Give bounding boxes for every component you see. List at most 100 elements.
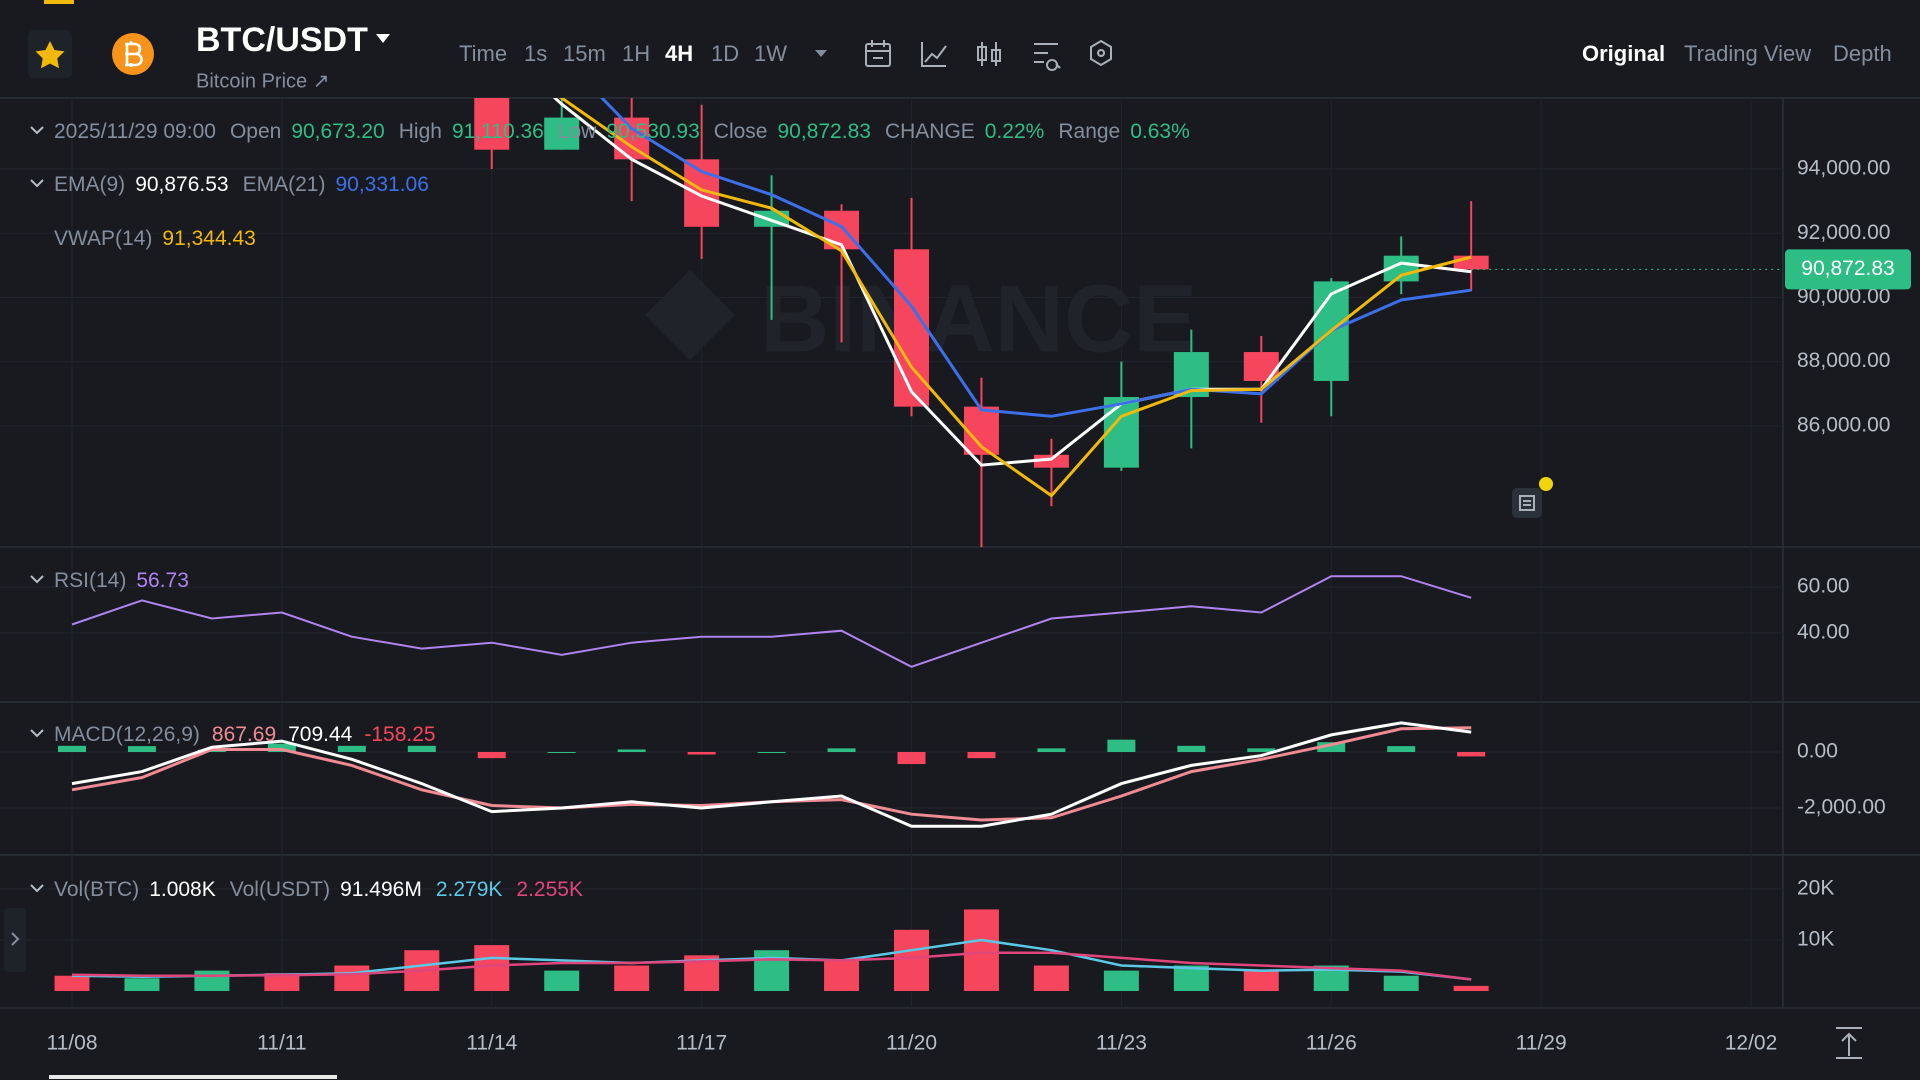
last-price-tag xyxy=(1785,249,1911,290)
y-tick-label: 92,000.00 xyxy=(1797,221,1890,244)
y-tick-label: 88,000.00 xyxy=(1797,349,1890,372)
interval[interactable]: 1H xyxy=(622,41,650,66)
volume-bar xyxy=(894,929,929,992)
collapse-chevron xyxy=(30,126,44,135)
view-tab[interactable]: Trading View xyxy=(1684,41,1811,66)
watermark: BINANCE xyxy=(760,265,1197,372)
y-tick-label: -2,000.00 xyxy=(1797,796,1886,819)
candle-body xyxy=(1243,352,1279,381)
y-tick-label: 40.00 xyxy=(1797,621,1850,644)
legend-row: 2025/11/29 09:00 Open 90,673.20 High 91,110.… xyxy=(54,120,1190,143)
panel-plot xyxy=(0,888,1783,992)
candle-body xyxy=(1033,454,1069,468)
x-tick-label: 11/08 xyxy=(47,1032,98,1055)
legend-field-value: 91,110.36 xyxy=(452,120,544,143)
macd-histogram-bar xyxy=(827,748,856,753)
legend-field-value: 90,530.93 xyxy=(606,120,699,143)
chart-type-icon[interactable] xyxy=(977,42,1001,66)
candle-body xyxy=(474,98,510,150)
legend-field-value: 0.63% xyxy=(1130,120,1190,143)
legend-date: 2025/11/29 09:00 xyxy=(54,120,216,143)
legend-series-value: 91.496M xyxy=(340,878,422,901)
interval[interactable]: 15m xyxy=(563,41,606,66)
legend-series-value: 90,331.06 xyxy=(335,173,428,196)
interval-dropdown[interactable] xyxy=(815,50,827,57)
expand-button[interactable] xyxy=(4,908,26,972)
subtitle-link[interactable]: Bitcoin Price ↗ xyxy=(196,70,329,92)
collapse-chevron xyxy=(30,179,44,188)
alert-icon xyxy=(1519,495,1535,511)
panel-plot: BINANCE xyxy=(0,98,1783,547)
y-tick-label: 10K xyxy=(1797,928,1834,951)
panel-borders xyxy=(0,97,1920,1009)
volume-bar xyxy=(54,975,90,992)
volume-bar xyxy=(1033,965,1069,992)
legend-field-value: 90,673.20 xyxy=(291,120,384,143)
indicator-icon[interactable] xyxy=(921,42,947,67)
volume-bar xyxy=(754,950,790,992)
macd-histogram-bar xyxy=(1387,746,1416,753)
interval[interactable]: 1D xyxy=(711,41,739,66)
x-tick-label: 11/23 xyxy=(1096,1032,1147,1055)
expand-arrow xyxy=(11,932,20,946)
plots: 11/08 11/11 11/14 11/17 11/20 11/23 11/26 11/29… xyxy=(0,98,1911,1055)
x-tick-label: 11/14 xyxy=(466,1032,517,1055)
interval[interactable]: 1W xyxy=(754,41,787,66)
legend-series-value: 1.008K xyxy=(149,878,216,901)
indicator-line xyxy=(599,98,1472,418)
view-tab[interactable]: Depth xyxy=(1833,41,1892,66)
legend-field-name: Low xyxy=(558,120,597,143)
panel-plot xyxy=(0,575,1783,668)
volume-bar xyxy=(124,978,160,992)
legend-series-name: EMA(9) xyxy=(54,173,125,196)
legend-series-value: 2.255K xyxy=(516,878,583,901)
macd-histogram-bar xyxy=(127,746,156,753)
macd-histogram-bar xyxy=(267,743,296,753)
macd-histogram-bar xyxy=(1037,748,1066,753)
legend-series-value: 2.279K xyxy=(436,878,503,901)
macd-histogram-bar xyxy=(407,745,436,753)
legend-series-value: 709.44 xyxy=(288,723,353,746)
legend-title: MACD(12,26,9) xyxy=(54,723,200,746)
legend-row: VWAP(14) 91,344.43 xyxy=(54,227,256,250)
legend-series-name: Vol(USDT) xyxy=(230,878,330,901)
legend-field-name: CHANGE xyxy=(885,120,975,143)
y-tick-label: 60.00 xyxy=(1797,575,1850,598)
last-price-label: 90,872.83 xyxy=(1801,257,1894,280)
x-tick-label: 11/20 xyxy=(886,1032,937,1055)
scroll-end-icon[interactable] xyxy=(1836,1027,1862,1059)
macd-histogram-bar xyxy=(1107,739,1136,753)
symbol-dropdown[interactable] xyxy=(376,34,390,43)
alert-button[interactable] xyxy=(1512,488,1542,518)
watermark-logo xyxy=(645,270,735,360)
y-tick-label: 94,000.00 xyxy=(1797,157,1890,180)
interval[interactable]: Time xyxy=(459,41,507,66)
macd-histogram-bar xyxy=(617,749,646,753)
macd-histogram-bar xyxy=(58,745,86,753)
settings-icon[interactable] xyxy=(1034,43,1061,71)
coin-glyph xyxy=(125,41,143,67)
volume-bar xyxy=(474,945,510,992)
macd-histogram-bar xyxy=(477,752,506,759)
x-tick-label: 12/02 xyxy=(1725,1032,1778,1055)
symbol[interactable]: BTC/USDT xyxy=(196,21,368,59)
volume-bar xyxy=(1383,975,1419,992)
interval[interactable]: 1s xyxy=(524,41,547,66)
legend-field-name: High xyxy=(399,120,442,143)
legend-field-value: 90,872.83 xyxy=(778,120,871,143)
interval[interactable]: 4H xyxy=(665,41,693,66)
volume-bar xyxy=(1453,985,1489,992)
volume-bar xyxy=(1243,970,1279,992)
layout-icon[interactable] xyxy=(1090,39,1112,67)
x-tick-label: 11/26 xyxy=(1306,1032,1357,1055)
indicator-line xyxy=(558,98,1472,498)
legend-series-value: 90,876.53 xyxy=(135,173,228,196)
x-tick-label: 11/17 xyxy=(676,1032,727,1055)
view-tab[interactable]: Original xyxy=(1582,41,1665,66)
star-icon xyxy=(35,41,65,69)
calendar-icon[interactable] xyxy=(865,40,891,67)
scrollbar[interactable] xyxy=(49,1075,337,1079)
